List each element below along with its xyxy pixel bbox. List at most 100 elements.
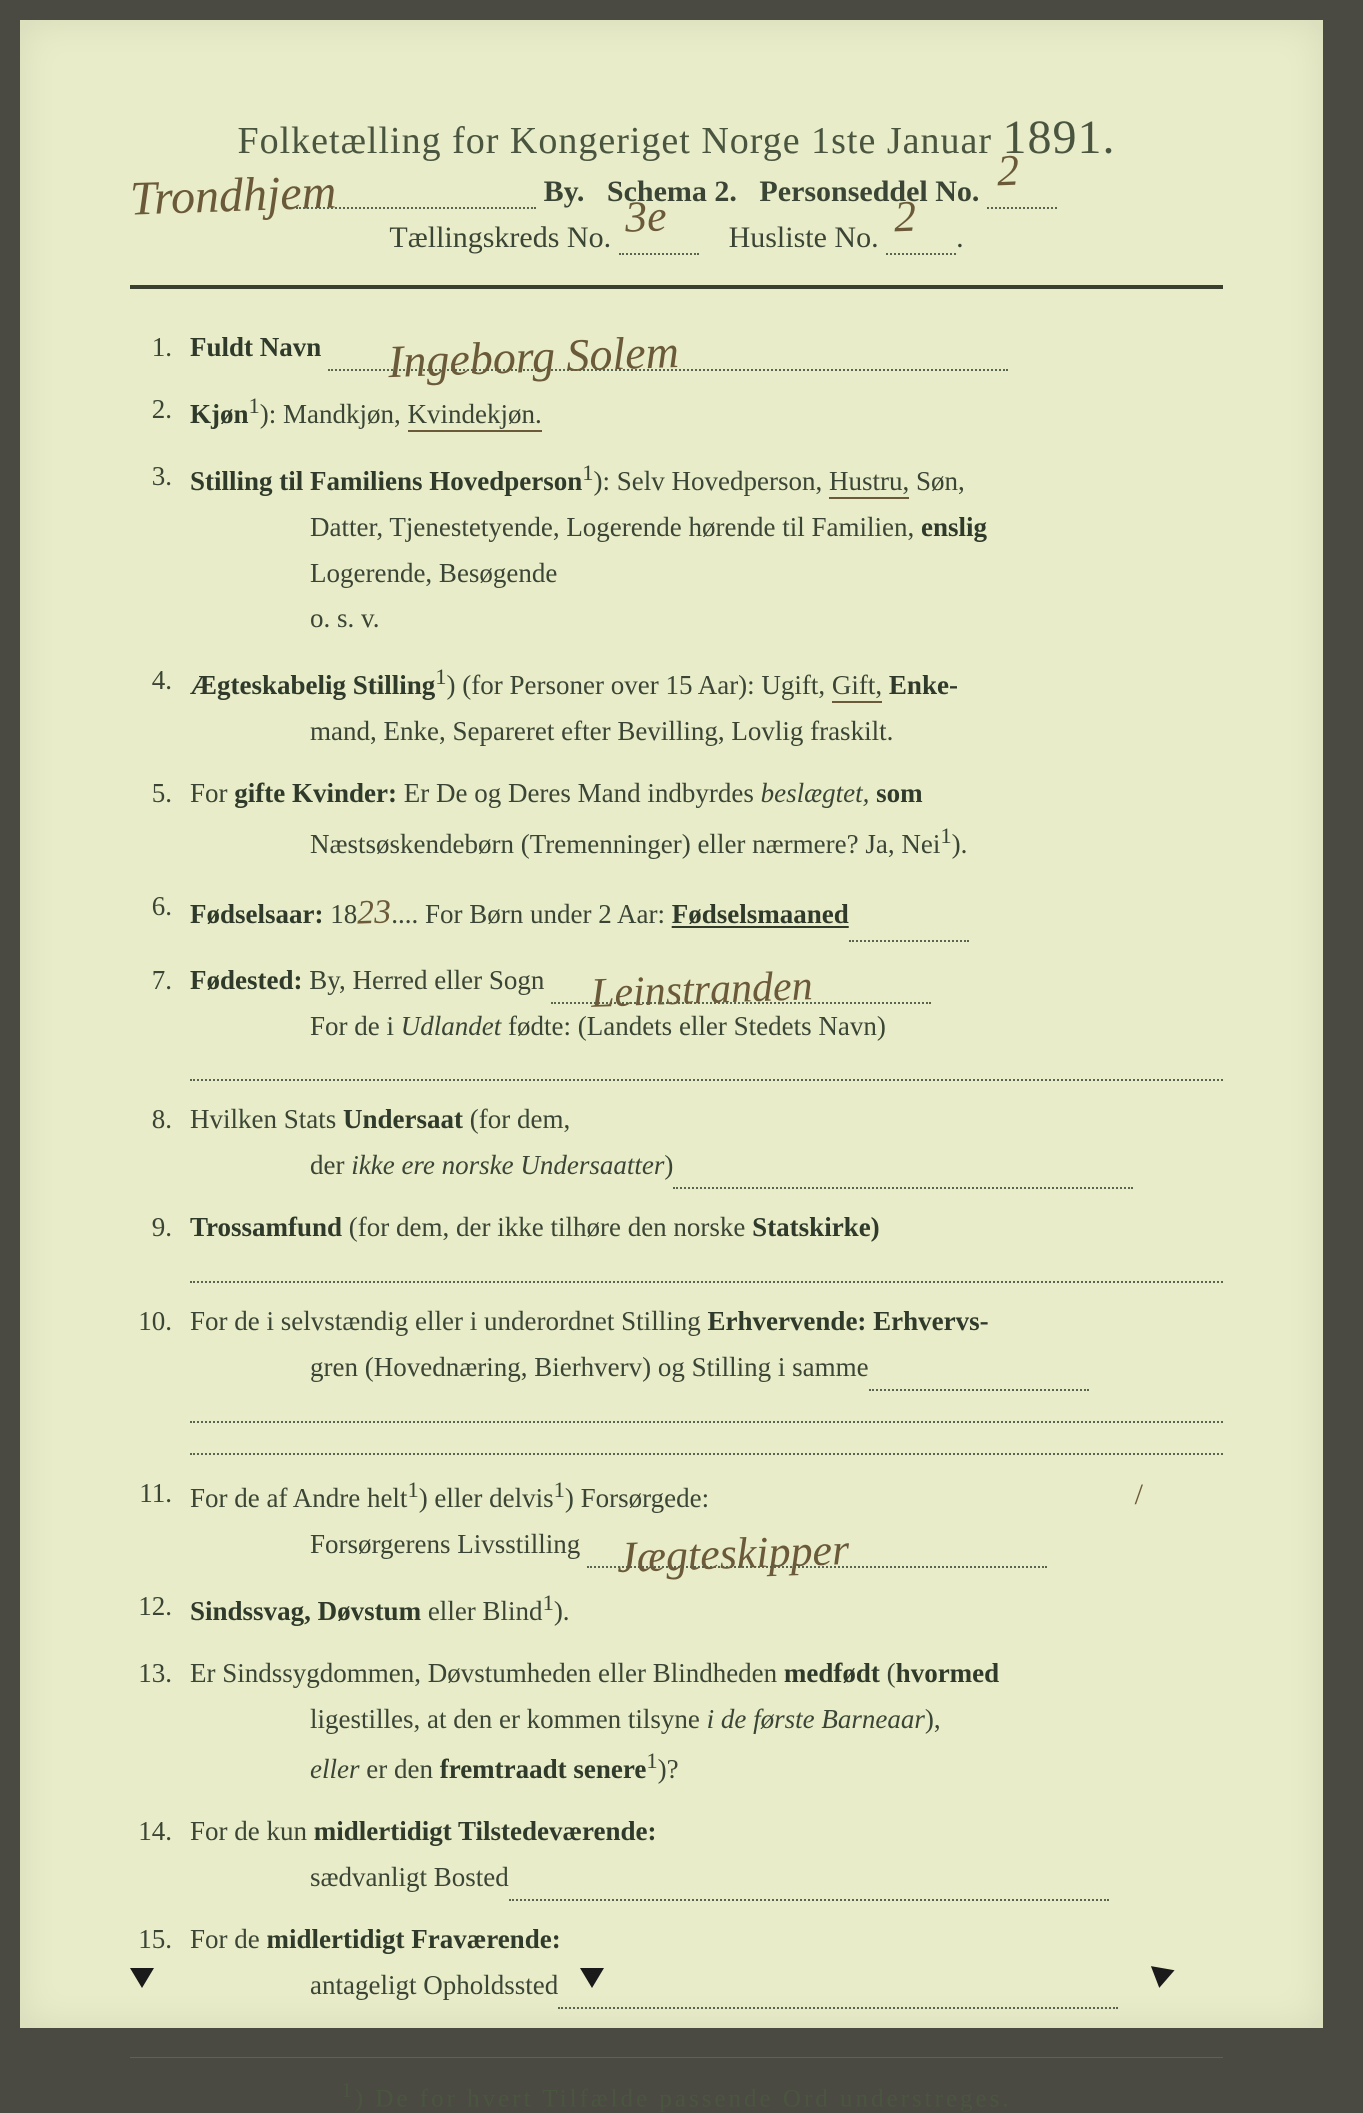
q13-line3-a: eller [310, 1754, 359, 1784]
q4-underlined: Gift, [832, 670, 882, 703]
q13-text-a: Er Sindssygdommen, Døvstumheden eller Bl… [190, 1658, 784, 1688]
kreds-label: Tællingskreds No. [389, 221, 611, 254]
item-9: 9. Trossamfund (for dem, der ikke tilhør… [130, 1205, 1223, 1283]
q10-bold: Erhvervende: Erhvervs- [707, 1306, 988, 1336]
q10-text-a: For de i selvstændig eller i underordnet… [190, 1306, 707, 1336]
item-num: 6. [130, 884, 190, 942]
divider-thick [130, 285, 1223, 289]
item-4: 4. Ægteskabelig Stilling1) (for Personer… [130, 658, 1223, 755]
kreds-no: 3e [624, 190, 667, 242]
q10-line2: gren (Hovednæring, Bierhverv) og Stillin… [310, 1352, 869, 1382]
item-num: 14. [130, 1809, 190, 1901]
footnote: 1) De for hvert Tilfælde passende Ord un… [130, 2078, 1223, 2113]
q4-enke: Enke- [882, 670, 958, 700]
item-2: 2. Kjøn1): Mandkjøn, Kvindekjøn. [130, 387, 1223, 438]
q3-label: Stilling til Familiens Hovedperson [190, 466, 582, 496]
item-8: 8. Hvilken Stats Undersaat (for dem, der… [130, 1097, 1223, 1189]
item-5: 5. For gifte Kvinder: Er De og Deres Man… [130, 771, 1223, 868]
item-num: 8. [130, 1097, 190, 1189]
personseddel-label: Personseddel No. [759, 175, 979, 208]
q9-bold: Trossamfund [190, 1212, 342, 1242]
q11-line2: Forsørgerens Livsstilling [310, 1529, 580, 1559]
form-items: 1. Fuldt Navn Ingeborg Solem 2. Kjøn1): … [130, 325, 1223, 2009]
q13-line3-c: )? [658, 1754, 679, 1784]
q3-text-a: ): Selv Hovedperson, [594, 466, 829, 496]
item-14: 14. For de kun midlertidigt Tilstedevære… [130, 1809, 1223, 1901]
q8-text-b: (for dem, [463, 1104, 570, 1134]
q5-som: som [869, 778, 922, 808]
q6-year-pre: 18 [323, 899, 357, 929]
item-6: 6. Fødselsaar: 1823.... For Børn under 2… [130, 884, 1223, 942]
divider-thin [130, 2057, 1223, 2058]
q12-text2: ). [554, 1596, 570, 1626]
sup: 1 [554, 1477, 565, 1502]
item-13: 13. Er Sindssygdommen, Døvstumheden elle… [130, 1651, 1223, 1794]
husliste-no: 2 [893, 191, 917, 243]
item-num: 2. [130, 387, 190, 438]
q2-text: ): Mandkjøn, [260, 399, 408, 429]
sup: 1 [646, 1748, 657, 1773]
item-num: 10. [130, 1299, 190, 1455]
personseddel-no: 2 [996, 145, 1020, 197]
item-num: 9. [130, 1205, 190, 1283]
q13-line2-b: ), [925, 1704, 941, 1734]
census-form-page: Folketælling for Kongeriget Norge 1ste J… [20, 20, 1323, 2028]
q7-label: Fødested: [190, 965, 302, 995]
q3-underlined: Hustru, [829, 466, 909, 499]
q9-text: (for dem, der ikke tilhøre den norske [342, 1212, 752, 1242]
q9-bold2: Statskirke) [752, 1212, 880, 1242]
sup: 1 [249, 393, 260, 418]
sup: 1 [940, 823, 951, 848]
sup: 1 [407, 1477, 418, 1502]
main-title: Folketælling for Kongeriget Norge 1ste J… [130, 110, 1223, 165]
q4-label: Ægteskabelig Stilling [190, 670, 435, 700]
subtitle-row-2: Tællingskreds No. 3e Husliste No. 2 . [130, 219, 1223, 255]
q11-text-a: For de af Andre helt [190, 1483, 407, 1513]
q6-year-hw: 23 [356, 883, 392, 942]
item-12: 12. Sindssvag, Døvstum eller Blind1). [130, 1584, 1223, 1635]
q13-bold3: fremtraadt senere [440, 1754, 647, 1784]
q14-bold: midlertidigt Tilstedeværende: [314, 1816, 657, 1846]
by-label: By. [544, 175, 585, 208]
q4-line2: mand, Enke, Separeret efter Bevilling, L… [190, 709, 1223, 755]
q11-text-b: ) eller delvis [419, 1483, 554, 1513]
q2-label: Kjøn [190, 399, 249, 429]
q7-line2-a: For de i [310, 1011, 401, 1041]
title-text: Folketælling for Kongeriget Norge 1ste J… [237, 120, 992, 162]
item-num: 15. [130, 1917, 190, 2009]
sup: 1 [435, 664, 446, 689]
q7-italic: Udlandet [401, 1011, 502, 1041]
q8-bold: Undersaat [343, 1104, 463, 1134]
q11-text-c: ) Forsørgede: [565, 1483, 709, 1513]
item-10: 10. For de i selvstændig eller i underor… [130, 1299, 1223, 1455]
q5-bold: gifte Kvinder: [234, 778, 397, 808]
item-11: 11. For de af Andre helt1) eller delvis1… [130, 1471, 1223, 1568]
q3-line2: Datter, Tjenestetyende, Logerende hørend… [310, 512, 921, 542]
q3-text-b: Søn, [909, 466, 965, 496]
sup: 1 [582, 460, 593, 485]
q13-text-b: ( [880, 1658, 896, 1688]
q12-text: eller Blind [421, 1596, 542, 1626]
footnote-sup: 1 [341, 2078, 354, 2102]
q15-line2: antageligt Opholdssted [310, 1970, 558, 2000]
item-num: 3. [130, 454, 190, 643]
item-3: 3. Stilling til Familiens Hovedperson1):… [130, 454, 1223, 643]
q7-value: Leinstranden [590, 951, 814, 1030]
q8-text-a: Hvilken Stats [190, 1104, 343, 1134]
q2-underlined: Kvindekjøn. [408, 399, 542, 432]
item-num: 12. [130, 1584, 190, 1635]
q7-text: By, Herred eller Sogn [302, 965, 544, 995]
item-num: 1. [130, 325, 190, 371]
q8-line2-a: der [310, 1150, 351, 1180]
q6-bold: Fødselsmaaned [672, 899, 849, 929]
title-year: 1891. [1003, 111, 1116, 164]
q8-line2-b: ) [664, 1150, 673, 1180]
q13-bold2: hvormed [896, 1658, 1000, 1688]
q14-line2: sædvanligt Bosted [310, 1862, 509, 1892]
q4-text-a: ) (for Personer over 15 Aar): Ugift, [447, 670, 832, 700]
q13-italic: i de første Barneaar [707, 1704, 925, 1734]
item-7: 7. Fødested: By, Herred eller Sogn Leins… [130, 958, 1223, 1082]
q3-line3: Logerende, Besøgende [190, 551, 1223, 597]
footnote-text: ) De for hvert Tilfælde passende Ord und… [355, 2085, 1012, 2112]
q5-text-a: For [190, 778, 234, 808]
